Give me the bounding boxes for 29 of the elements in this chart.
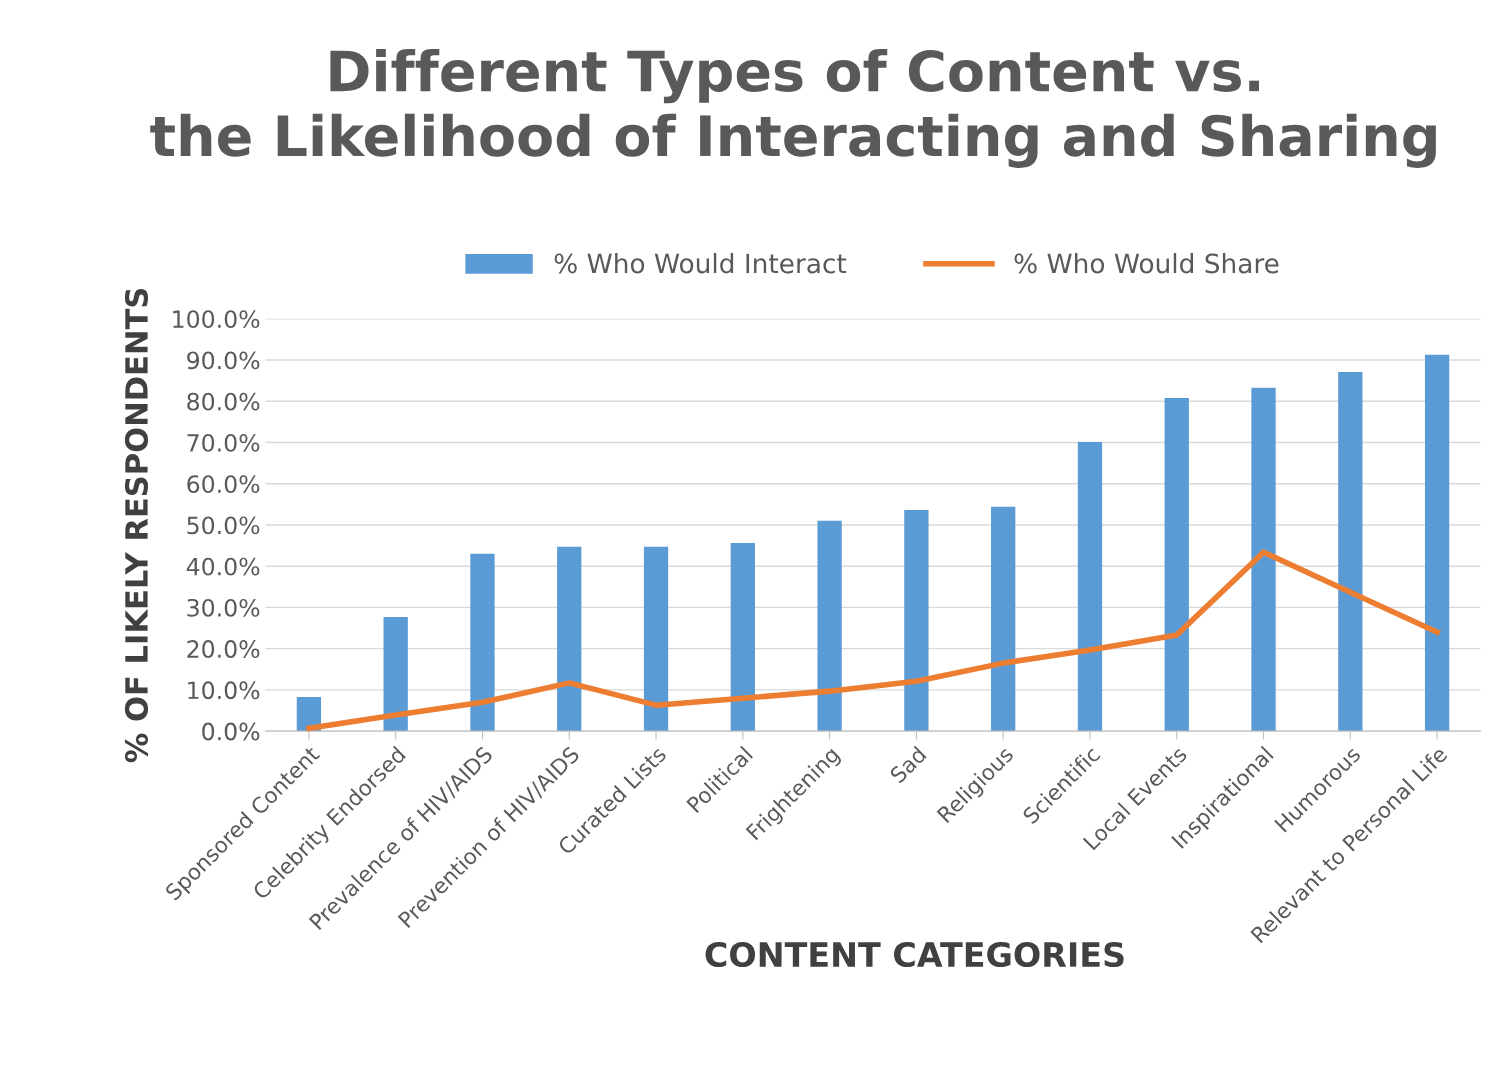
bar: [904, 510, 929, 732]
y-tick-label: 60.0%: [187, 475, 260, 494]
legend-label: % Who Would Interact: [554, 253, 847, 274]
bar: [557, 546, 582, 732]
y-tick-label: 10.0%: [188, 681, 260, 700]
y-tick-label: 70.0%: [187, 433, 260, 452]
bar: [470, 553, 495, 732]
bar: [643, 546, 669, 732]
y-tick-label: 0.0%: [202, 722, 260, 741]
y-tick-label: 30.0%: [187, 598, 260, 617]
bar: [730, 543, 755, 732]
bar: [1251, 387, 1276, 732]
chart-title: Different Types of Content vs. the Likelihood of Interacting and Sharing: [150, 48, 1436, 168]
y-axis-title: % OF LIKELY RESPONDENTS: [124, 288, 149, 763]
y-tick-label: 20.0%: [187, 640, 260, 658]
y-tick-label: 80.0%: [187, 392, 260, 411]
y-tick-label: 40.0%: [186, 557, 260, 576]
legend-label: % Who Would Share: [1014, 253, 1279, 274]
bar: [1164, 397, 1189, 732]
bar: [1424, 354, 1450, 732]
bar: [1077, 442, 1103, 732]
bar: [817, 520, 842, 732]
bar: [1338, 371, 1363, 732]
x-axis-title: CONTENT CATEGORIES: [705, 941, 1124, 968]
bar: [991, 506, 1016, 732]
y-tick-label: 100.0%: [173, 310, 260, 329]
bar: [383, 616, 408, 732]
y-tick-label: 50.0%: [187, 516, 260, 535]
y-tick-label: 90.0%: [187, 351, 260, 370]
